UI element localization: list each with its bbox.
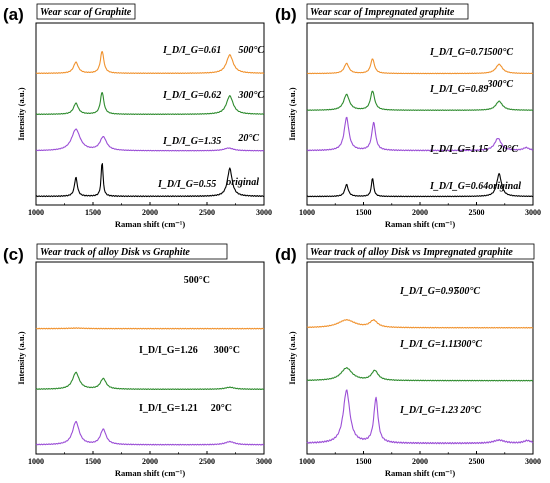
- temperature-label: 500°C: [238, 45, 264, 56]
- x-tick-label: 1500: [356, 457, 372, 466]
- series-line-green: [35, 92, 265, 116]
- x-tick-label: 1500: [85, 208, 101, 217]
- temperature-label: 300°C: [237, 90, 264, 101]
- x-tick-label: 2000: [142, 457, 158, 466]
- series-line-orange: [35, 327, 265, 330]
- series-line-purple: [306, 116, 534, 152]
- chart-panel-d: (d) Wear track of alloy Disk vs Impregnat…: [275, 243, 541, 478]
- temperature-label: original: [226, 177, 259, 188]
- x-tick-label: 2500: [199, 457, 215, 466]
- panel-title: Wear scar of Impregnated graphite: [310, 7, 455, 18]
- ratio-label: I_D/I_G=1.23: [399, 405, 458, 416]
- y-axis-label: Intensity (a.u.): [287, 331, 297, 384]
- plot-frame: [35, 261, 265, 455]
- x-tick-label: 1500: [85, 457, 101, 466]
- x-tick-label: 2500: [469, 208, 485, 217]
- ratio-label: I_D/I_G=0.64: [429, 181, 488, 192]
- chart-panel-a: (a) Wear scar of Graphite 1000 1500 2000 2500…: [3, 3, 272, 229]
- series-line-green: [306, 90, 534, 112]
- temperature-label: 500°C: [454, 286, 480, 297]
- ratio-label: I_D/I_G=1.26: [139, 345, 198, 356]
- y-axis-label: Intensity (a.u.): [16, 331, 26, 384]
- x-tick-label: 1000: [299, 208, 315, 217]
- x-tick-label: 2000: [412, 208, 428, 217]
- x-axis-label: Raman shift (cm⁻¹): [385, 219, 455, 229]
- temperature-label: 20°C: [459, 405, 481, 416]
- temperature-label: 500°C: [184, 275, 210, 286]
- temperature-label: 20°C: [237, 133, 259, 144]
- series-line-purple: [306, 389, 534, 445]
- x-tick-label: 1000: [28, 457, 44, 466]
- x-axis-label: Raman shift (cm⁻¹): [385, 468, 455, 478]
- ratio-label: I_D/I_G=0.71: [429, 47, 488, 58]
- series-line-green: [35, 371, 265, 391]
- temperature-label: 300°C: [486, 79, 513, 90]
- temperature-label: 300°C: [455, 339, 482, 350]
- panel-title: Wear track of alloy Disk vs Graphite: [40, 247, 190, 258]
- ratio-label: I_D/I_G=1.35: [162, 136, 221, 147]
- temperature-label: 500°C: [487, 47, 513, 58]
- temperature-label: original: [488, 181, 521, 192]
- x-tick-label: 3000: [256, 208, 272, 217]
- x-tick-label: 1500: [356, 208, 372, 217]
- x-tick-label: 3000: [525, 457, 541, 466]
- x-tick-label: 3000: [525, 208, 541, 217]
- chart-panel-c: (c) Wear track of alloy Disk vs Graphite 1…: [3, 243, 272, 478]
- panel-title: Wear scar of Graphite: [40, 7, 132, 18]
- series-line-green: [306, 367, 534, 382]
- panel-title-box: [36, 3, 136, 20]
- series-line-black: [35, 163, 265, 198]
- x-tick-label: 3000: [256, 457, 272, 466]
- temperature-label: 300°C: [214, 345, 240, 356]
- ratio-label: I_D/I_G=1.21: [139, 403, 198, 414]
- ratio-label: I_D/I_G=0.55: [157, 179, 216, 190]
- ratio-label: I_D/I_G=1.15: [429, 144, 488, 155]
- ratio-label: I_D/I_G=0.97: [399, 286, 459, 297]
- series-line-purple: [35, 420, 265, 446]
- x-axis-label: Raman shift (cm⁻¹): [115, 219, 185, 229]
- ratio-label: I_D/I_G=0.89: [429, 84, 488, 95]
- ratio-label: I_D/I_G=0.62: [162, 90, 221, 101]
- x-axis-label: Raman shift (cm⁻¹): [115, 468, 185, 478]
- panel-title-box: [306, 3, 469, 20]
- series-line-orange: [306, 318, 534, 329]
- ratio-label: I_D/I_G=0.61: [162, 45, 221, 56]
- temperature-label: 20°C: [496, 144, 518, 155]
- chart-panel-b: (b) Wear scar of Impregnated graphite 1000…: [275, 3, 541, 229]
- temperature-label: 20°C: [211, 403, 232, 414]
- y-axis-label: Intensity (a.u.): [16, 87, 26, 140]
- y-axis-label: Intensity (a.u.): [287, 87, 297, 140]
- panel-title: Wear track of alloy Disk vs Impregnated …: [310, 247, 513, 258]
- x-tick-label: 2000: [412, 457, 428, 466]
- series-line-orange: [35, 51, 265, 75]
- x-tick-label: 2000: [142, 208, 158, 217]
- panel-letter: (c): [3, 245, 24, 264]
- x-tick-label: 1000: [299, 457, 315, 466]
- ratio-label: I_D/I_G=1.11: [399, 339, 458, 350]
- panel-letter: (d): [275, 245, 297, 264]
- series-line-orange: [306, 58, 534, 75]
- panel-letter: (a): [3, 5, 24, 24]
- series-line-purple: [35, 128, 265, 152]
- panel-title-box: [36, 243, 228, 260]
- x-tick-label: 2500: [469, 457, 485, 466]
- panel-title-box: [306, 243, 535, 260]
- series-line-black: [306, 172, 534, 198]
- x-tick-label: 1000: [28, 208, 44, 217]
- panel-letter: (b): [275, 5, 297, 24]
- x-tick-label: 2500: [199, 208, 215, 217]
